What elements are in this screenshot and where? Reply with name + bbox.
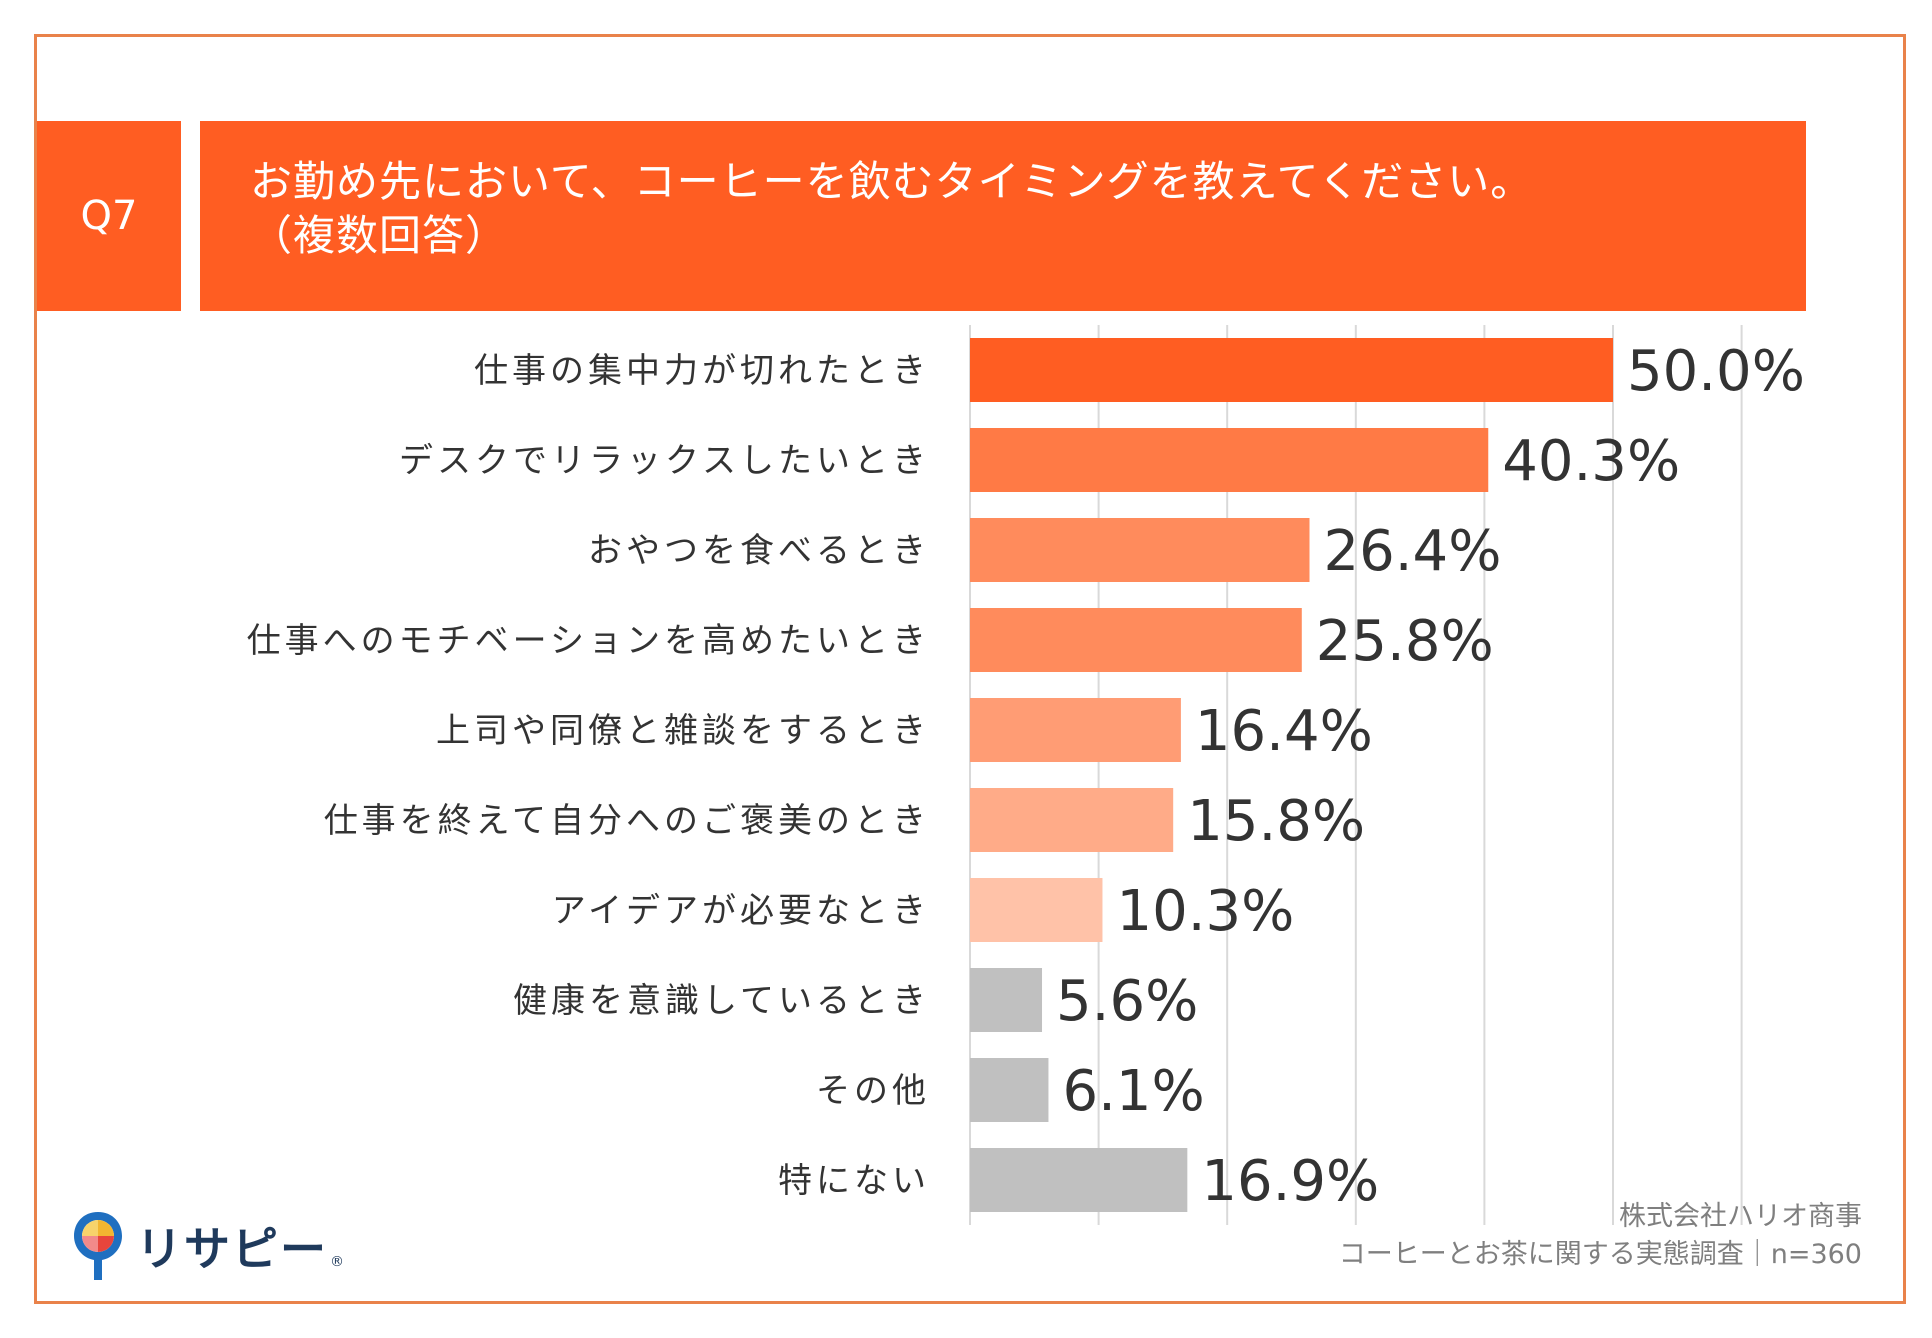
brand-logo: リサピー ®: [70, 1208, 344, 1284]
chart-title-line1: お勤め先において、コーヒーを飲むタイミングを教えてください。: [250, 157, 1534, 206]
logo-registered-mark: ®: [330, 1254, 344, 1270]
value-label: 40.3%: [1502, 429, 1680, 494]
value-labels: 50.0% 40.3%26.4% 25.8% 16.4% 15.8% 10.3% 5.6% 6…: [1056, 339, 1805, 1214]
category-label: その他: [816, 1071, 930, 1111]
question-number-badge: Q7: [37, 121, 181, 311]
source-company: 株式会社ハリオ商事: [1619, 1201, 1862, 1232]
category-label: 仕事を終えて自分へのご褒美のとき: [324, 801, 930, 841]
bar: [970, 608, 1302, 672]
question-number: Q7: [80, 193, 138, 239]
value-label: 10.3%: [1116, 879, 1294, 944]
bar: [970, 428, 1489, 492]
category-label: 健康を意識しているとき: [513, 981, 930, 1021]
category-label: アイデアが必要なとき: [552, 891, 930, 931]
title-banner: お勤め先において、コーヒーを飲むタイミングを教えてください。 （複数回答）: [200, 121, 1806, 311]
value-label: 50.0%: [1627, 339, 1805, 404]
value-label: 16.9%: [1201, 1149, 1379, 1214]
value-label: 5.6%: [1056, 969, 1198, 1034]
bars: [970, 338, 1613, 1212]
category-label: 仕事の集中力が切れたとき: [474, 351, 930, 391]
value-label: 15.8%: [1187, 789, 1365, 854]
bar: [970, 788, 1174, 852]
category-labels: 仕事の集中力が切れたときデスクでリラックスしたいときおやつを食べるとき仕事へのモ…: [247, 351, 930, 1201]
bar: [970, 1148, 1188, 1212]
bar: [970, 878, 1103, 942]
bar: [970, 968, 1043, 1032]
source-survey: コーヒーとお茶に関する実態調査｜n=360: [1338, 1239, 1862, 1270]
category-label: 特にない: [778, 1161, 930, 1201]
category-label: 仕事へのモチベーションを高めたいとき: [247, 621, 930, 661]
chart-title-line2: （複数回答）: [250, 211, 509, 260]
pin-logo-icon: [74, 1212, 122, 1280]
category-label: デスクでリラックスしたいとき: [399, 441, 930, 481]
value-label: 16.4%: [1195, 699, 1373, 764]
value-label: 25.8%: [1316, 609, 1494, 674]
value-label: 26.4%: [1324, 519, 1502, 584]
bar: [970, 338, 1613, 402]
logo-text: リサピー: [136, 1222, 328, 1276]
value-label: 6.1%: [1062, 1059, 1204, 1124]
bar: [970, 698, 1181, 762]
category-label: おやつを食べるとき: [588, 531, 930, 571]
bar: [970, 518, 1310, 582]
bar: [970, 1058, 1049, 1122]
figure-frame: Q7 お勤め先において、コーヒーを飲むタイミングを教えてください。 （複数回答）: [34, 34, 1906, 1304]
source-note: 株式会社ハリオ商事 コーヒーとお茶に関する実態調査｜n=360: [1339, 1198, 1862, 1274]
category-label: 上司や同僚と雑談をするとき: [436, 711, 930, 751]
